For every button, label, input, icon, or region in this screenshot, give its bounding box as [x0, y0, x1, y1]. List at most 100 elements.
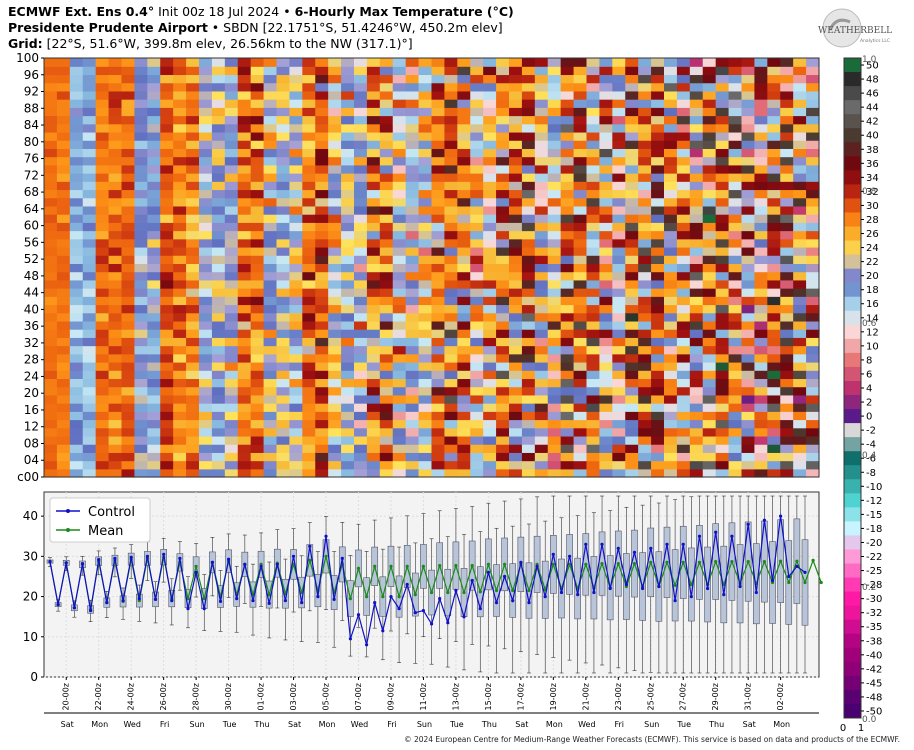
- heatmap-cell: [754, 337, 768, 347]
- heatmap-cell: [82, 386, 97, 396]
- heatmap-cell: [108, 140, 123, 149]
- heatmap-cell: [263, 148, 278, 158]
- series-point-mean: [324, 554, 328, 558]
- heatmap-cell: [676, 370, 691, 380]
- heatmap-cell: [405, 205, 420, 215]
- heatmap-cell: [95, 74, 110, 84]
- x-date-label: 02-00z: [776, 683, 785, 710]
- heatmap-cell: [638, 444, 652, 453]
- heatmap-cell: [806, 394, 820, 404]
- heatmap-cell: [457, 205, 471, 215]
- heatmap-cell: [702, 58, 717, 67]
- heatmap-cell: [341, 329, 355, 338]
- heatmap-cell: [664, 255, 678, 264]
- heatmap-cell: [509, 304, 523, 314]
- heatmap-cell: [328, 386, 342, 396]
- heatmap-cell: [95, 394, 110, 404]
- heatmap-cell: [289, 82, 303, 92]
- heatmap-cell: [547, 173, 562, 182]
- heatmap-cell: [328, 214, 342, 223]
- heatmap-cell: [715, 123, 730, 133]
- heatmap-cell: [289, 296, 303, 306]
- heatmap-cell: [366, 427, 381, 437]
- heatmap-cell: [431, 222, 446, 232]
- heatmap-cell: [470, 140, 484, 149]
- heatmap-cell: [715, 205, 730, 215]
- heatmap-cell: [625, 353, 639, 363]
- heatmap-cell: [289, 238, 303, 248]
- heatmap-cell: [457, 214, 471, 223]
- heatmap-cell: [224, 222, 239, 232]
- series-point-control: [470, 578, 474, 583]
- heatmap-cell: [560, 107, 575, 117]
- heatmap-cell: [392, 222, 407, 232]
- heatmap-cell: [147, 419, 161, 429]
- heatmap-cell: [173, 156, 187, 166]
- heatmap-cell: [315, 82, 329, 92]
- heatmap-cell: [173, 394, 187, 404]
- heatmap-cell: [95, 312, 110, 322]
- heatmap-cell: [625, 197, 639, 207]
- heatmap-cell: [341, 156, 355, 166]
- heatmap-cell: [651, 173, 665, 182]
- heatmap-cell: [780, 337, 794, 347]
- heatmap-cell: [483, 419, 497, 429]
- heatmap-cell: [664, 378, 678, 388]
- heatmap-cell: [44, 403, 58, 412]
- heatmap-cell: [560, 173, 575, 182]
- colorbar-tick-label: -4: [866, 440, 876, 451]
- heatmap-cell: [664, 452, 678, 462]
- heatmap-cell: [82, 271, 97, 281]
- heatmap-cell: [186, 107, 200, 117]
- heatmap-cell: [689, 427, 704, 437]
- series-point-mean: [551, 562, 555, 567]
- heatmap-cell: [199, 140, 213, 149]
- heatmap-cell: [44, 353, 58, 363]
- heatmap-cell: [689, 90, 704, 100]
- heatmap-cell: [173, 99, 187, 108]
- heatmap-cell: [728, 230, 743, 240]
- heatmap-cell: [134, 214, 148, 223]
- heatmap-cell: [573, 246, 588, 256]
- heatmap-cell: [95, 444, 110, 453]
- heatmap-cell: [354, 304, 368, 314]
- heatmap-cell: [754, 411, 768, 421]
- heatmap-cell: [483, 468, 497, 478]
- heatmap-cell: [44, 435, 58, 445]
- heatmap-cell: [496, 411, 510, 421]
- heatmap-cell: [147, 222, 161, 232]
- heatmap-cell: [780, 58, 794, 67]
- heatmap-cell: [199, 271, 213, 281]
- heatmap-cell: [56, 460, 71, 470]
- heatmap-cell: [586, 222, 601, 232]
- heatmap-cell: [69, 312, 84, 322]
- heatmap-cell: [806, 74, 820, 84]
- heatmap-cell: [250, 58, 265, 67]
- heatmap-cell: [302, 386, 316, 396]
- heatmap-cell: [405, 468, 420, 478]
- heatmap-cell: [431, 131, 446, 141]
- heatmap-cell: [625, 419, 639, 429]
- heatmap-cell: [547, 205, 562, 215]
- heatmap-cell: [95, 140, 110, 149]
- heatmap-cell: [263, 329, 278, 338]
- heatmap-cell: [82, 140, 97, 149]
- heatmap-cell: [586, 115, 601, 125]
- heatmap-cell: [702, 66, 717, 76]
- heatmap-cell: [599, 345, 613, 355]
- heatmap-cell: [56, 214, 71, 223]
- heatmap-cell: [328, 304, 342, 314]
- legend-label-mean: Mean: [88, 524, 123, 539]
- heatmap-cell: [793, 403, 807, 412]
- heatmap-cell: [250, 255, 265, 264]
- heatmap-cell: [211, 452, 226, 462]
- series-point-mean: [616, 562, 620, 566]
- heatmap-cell: [741, 164, 756, 174]
- heatmap-cell: [354, 419, 368, 429]
- heatmap-cell: [664, 386, 678, 396]
- x-date-label: 13-00z: [451, 683, 460, 710]
- heatmap-cell: [664, 140, 678, 149]
- series-point-mean: [365, 595, 369, 599]
- colorbar-segment: [844, 128, 861, 143]
- heatmap-cell: [366, 411, 381, 421]
